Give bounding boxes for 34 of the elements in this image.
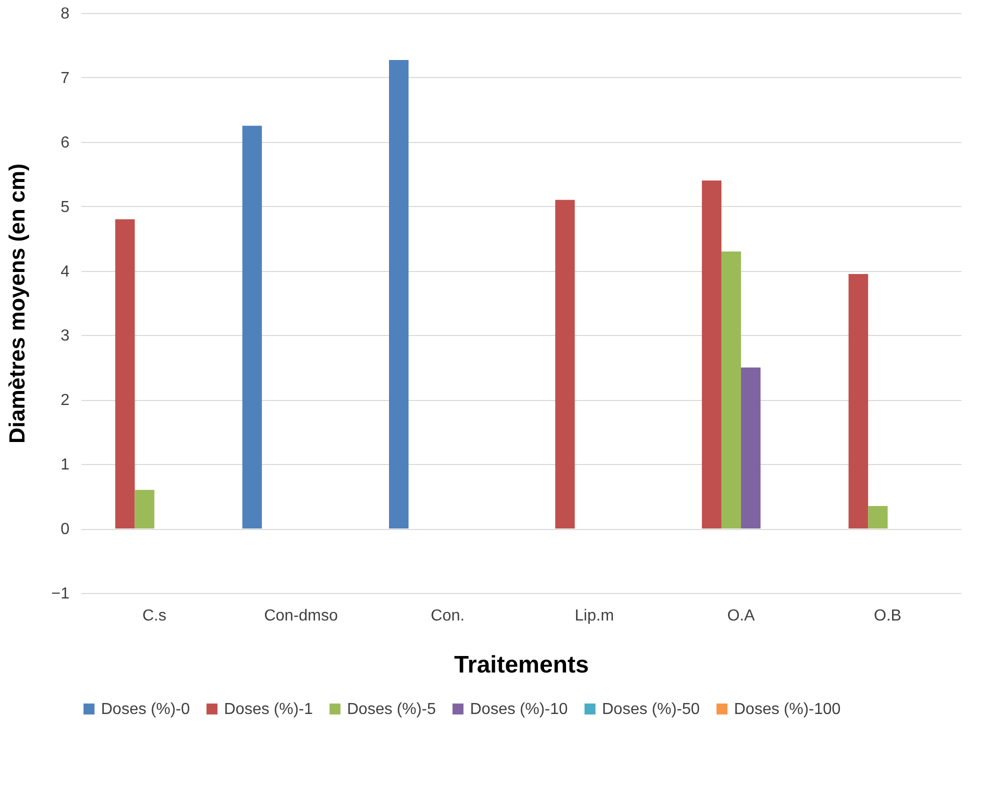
y-tick-label: 7 — [60, 70, 70, 87]
bar — [555, 200, 575, 529]
y-tick-label: 8 — [60, 6, 70, 22]
y-tick-label: 3 — [60, 328, 70, 345]
bar — [848, 274, 868, 529]
y-axis-title: Diamètres moyens (en cm) — [4, 164, 30, 444]
y-tick-label: 4 — [60, 263, 70, 280]
x-tick-label: Lip.m — [574, 608, 614, 624]
legend-label: Doses (%)-10 — [470, 701, 568, 718]
x-tick-label: Con-dmso — [264, 608, 338, 624]
y-tick-label: −1 — [51, 586, 70, 602]
x-axis-title: Traitements — [454, 652, 589, 678]
bar — [702, 180, 722, 529]
bar — [115, 219, 135, 529]
legend-label: Doses (%)-1 — [224, 701, 314, 718]
x-tick-label: O.A — [727, 608, 756, 624]
bar — [242, 126, 262, 529]
legend-label: Doses (%)-100 — [734, 701, 841, 718]
y-tick-label: 1 — [60, 456, 70, 474]
y-tick-label: 0 — [60, 521, 70, 538]
y-tick-label: 2 — [60, 392, 70, 410]
bar — [741, 367, 761, 529]
bar — [389, 60, 409, 529]
x-tick-label: C.s — [142, 608, 166, 624]
legend-label: Doses (%)-0 — [101, 701, 190, 718]
bar — [134, 490, 154, 529]
x-tick-label: O.B — [874, 608, 902, 624]
legend-label: Doses (%)-50 — [602, 701, 700, 718]
legend-label: Doses (%)-5 — [347, 701, 436, 718]
y-tick-label: 6 — [60, 134, 70, 152]
bar — [721, 251, 741, 529]
y-tick-label: 5 — [60, 198, 70, 216]
x-tick-label: Con. — [430, 608, 465, 624]
bar — [868, 506, 888, 529]
